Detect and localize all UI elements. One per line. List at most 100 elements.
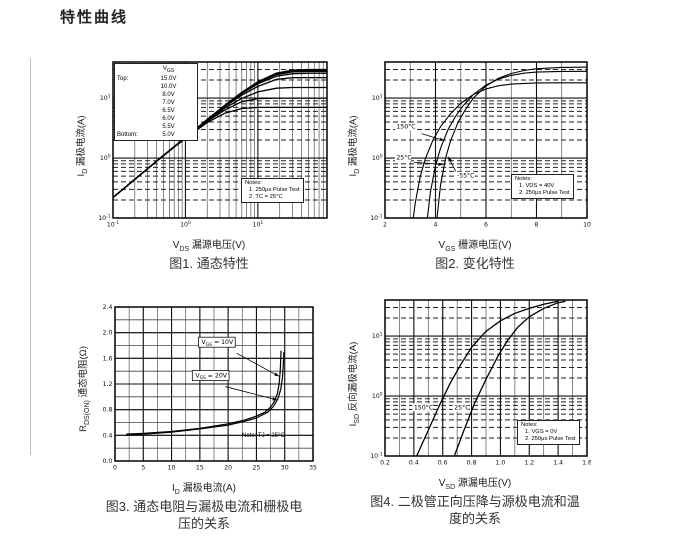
legend-row: 6.0V [162, 116, 175, 123]
svg-text:35: 35 [309, 465, 317, 472]
svg-text:0.4: 0.4 [103, 432, 113, 439]
figure-2-y-axis-label: ID 漏极电流(A) [348, 115, 361, 177]
svg-text:0.2: 0.2 [380, 460, 390, 467]
figure-1-y-axis-label: ID 漏极电流(A) [73, 58, 89, 234]
svg-text:0.8: 0.8 [467, 460, 477, 467]
y-label-symbol: I [76, 173, 87, 177]
figure-1-plot: 10-1 100 101 101 100 10-1 [98, 61, 328, 229]
note-line: 1. VDS = 40V [519, 183, 555, 189]
figure-4-y-axis: ISD 反向漏极电流(A) [345, 296, 361, 528]
svg-text:101: 101 [253, 220, 264, 229]
page-title: 特性曲线 [60, 9, 129, 26]
svg-text:101: 101 [372, 93, 383, 102]
svg-text:101: 101 [372, 331, 383, 340]
figure-2-y-axis: ID 漏极电流(A) [345, 58, 361, 273]
svg-text:10-1: 10-1 [370, 451, 382, 460]
svg-text:6: 6 [484, 222, 488, 229]
legend-row: 8.0V [162, 92, 175, 99]
figure-3-y-axis-label: RDS(ON) 通态电阻(Ω) [78, 346, 91, 432]
note-line: 1. 250μs Pulse Test [249, 187, 300, 193]
figure-2-caption: 图2. 变化特性 [435, 256, 515, 271]
figure-1-notes: Notes: 1. 250μs Pulse Test 2. TC = 25°C [241, 178, 304, 203]
svg-text:25°C: 25°C [396, 153, 411, 161]
figure-2-plot: 2 4 6 8 10 101 100 10-1 150°C 25°C -55°C [370, 61, 591, 229]
svg-text:1.4: 1.4 [553, 460, 563, 467]
svg-text:5: 5 [141, 465, 145, 472]
svg-text:1.0: 1.0 [496, 460, 506, 467]
figure-1-x-axis-label: VDS 漏源电压(V) [172, 240, 246, 253]
note-line: Note: TJ = 25°C [242, 433, 285, 439]
svg-text:10: 10 [168, 465, 176, 472]
svg-text:10-1: 10-1 [370, 213, 382, 222]
legend-row: Top: 15.0V [117, 76, 177, 83]
svg-text:-55°C: -55°C [457, 172, 475, 180]
svg-text:100: 100 [372, 153, 383, 162]
svg-text:100: 100 [100, 153, 111, 162]
figure-4-plot: 0.2 0.4 0.6 0.8 1.0 1.2 1.4 1.6 101 100 10-1 150°C 2… [370, 299, 591, 467]
svg-text:2.0: 2.0 [103, 330, 113, 337]
note-line: 2. TC = 25°C [249, 194, 283, 200]
svg-text:150°C: 150°C [396, 123, 415, 131]
svg-text:2: 2 [383, 222, 387, 229]
svg-text:20: 20 [224, 465, 232, 472]
note-line: 1. VGS = 0V [525, 429, 558, 435]
legend-header-row: VGS [117, 65, 195, 75]
figure-3-caption: 图3. 通态电阻与漏极电流和栅极电压的关系 [105, 499, 303, 531]
svg-text:15: 15 [196, 465, 204, 472]
legend-row: Bottom: 5.0V [117, 132, 175, 139]
figure-4-notes: Notes: 1. VGS = 0V 2. 250μs Pulse Test [517, 420, 580, 445]
figure-3: RDS(ON) 通态电阻(Ω) 0 5 10 15 20 25 30 35 0.0 0.4 0.8 1… [75, 301, 319, 533]
svg-text:VGS = 10V: VGS = 10V [202, 339, 234, 348]
figure-4-caption: 图4. 二极管正向压降与源极电流和温度的关系 [370, 494, 580, 526]
svg-text:25: 25 [252, 465, 260, 472]
figure-4-y-axis-label: ISD 反向漏极电流(A) [348, 341, 361, 427]
svg-text:10-1: 10-1 [98, 213, 110, 222]
legend-row: 6.5V [162, 108, 175, 115]
note-line: 2. 250μs Pulse Test [519, 190, 570, 196]
svg-text:101: 101 [100, 93, 111, 102]
svg-text:150°C: 150°C [414, 403, 433, 411]
svg-text:0.0: 0.0 [103, 458, 113, 465]
note-line: 2. 250μs Pulse Test [525, 436, 576, 442]
svg-text:100: 100 [372, 391, 383, 400]
note-line: Notes: [245, 180, 262, 186]
legend-row: 7.0V [162, 100, 175, 107]
legend-row: 5.5V [162, 124, 175, 131]
svg-text:1.2: 1.2 [103, 381, 113, 388]
y-label-text: 漏极电流(A) [76, 115, 87, 169]
figure-4-x-axis-label: VSD 源漏电压(V) [438, 478, 512, 491]
figure-2-x-axis-label: VGS 栅源电压(V) [438, 240, 512, 253]
figure-4: ISD 反向漏极电流(A) 0.2 0.4 0.6 0.8 1.0 1.2 1.4 1.6 10… [345, 296, 591, 528]
svg-text:0.8: 0.8 [103, 407, 113, 414]
figure-1: ID 漏极电流(A) 10-1 100 101 101 100 10-1 VGS Top:… [73, 58, 331, 273]
legend-header-symbol: V [162, 66, 167, 72]
figure-1-caption: 图1. 通态特性 [169, 256, 249, 271]
figure-3-note: Note: TJ = 25°C [239, 432, 288, 441]
legend-header-subscript: GS [166, 68, 175, 75]
svg-text:100: 100 [180, 220, 191, 229]
figure-3-y-axis: RDS(ON) 通态电阻(Ω) [75, 301, 91, 533]
page-border-line [30, 58, 31, 455]
svg-text:10-1: 10-1 [107, 220, 119, 229]
figure-1-y-axis: ID 漏极电流(A) [73, 58, 89, 273]
svg-text:0: 0 [113, 465, 117, 472]
svg-text:30: 30 [281, 465, 289, 472]
figure-3-x-axis-label: ID 漏极电流(A) [172, 483, 236, 496]
note-line: Notes: [521, 422, 538, 428]
svg-text:4: 4 [434, 222, 438, 229]
svg-text:VGS = 20V: VGS = 20V [195, 373, 227, 382]
svg-text:10: 10 [583, 222, 591, 229]
svg-text:2.4: 2.4 [103, 304, 113, 311]
figure-3-plot: 0 5 10 15 20 25 30 35 0.0 0.4 0.8 1.2 1.6 2.0 2.4 VGS =… [103, 304, 317, 472]
legend-row: 10.0V [160, 84, 177, 91]
svg-text:8: 8 [535, 222, 539, 229]
svg-text:25°C: 25°C [454, 403, 469, 411]
svg-text:1.6: 1.6 [103, 355, 113, 362]
figure-2: ID 漏极电流(A) 2 4 6 8 10 101 100 10-1 150°C 25°C -55°… [345, 58, 591, 273]
svg-text:1.2: 1.2 [524, 460, 534, 467]
svg-text:0.4: 0.4 [409, 460, 419, 467]
figure-2-notes: Notes: 1. VDS = 40V 2. 250μs Pulse Test [511, 174, 574, 199]
svg-text:1.6: 1.6 [582, 460, 591, 467]
svg-text:0.6: 0.6 [438, 460, 448, 467]
